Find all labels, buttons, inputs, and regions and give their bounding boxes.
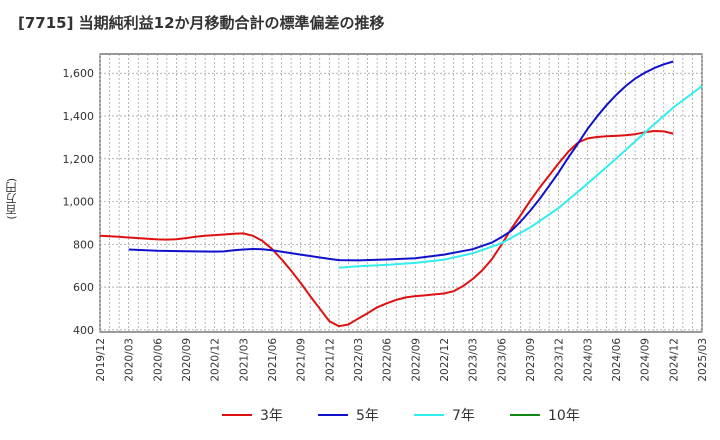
x-tick-label: 2023/03 <box>468 338 480 382</box>
legend: 3年 5年 7年 10年 <box>0 404 720 426</box>
x-tick-label: 2025/03 <box>697 338 709 382</box>
series-line-7年 <box>338 85 703 269</box>
x-tick-label: 2020/06 <box>152 338 164 382</box>
legend-swatch-5y <box>318 414 348 416</box>
y-tick-label: 1,400 <box>63 110 95 123</box>
legend-label-3y: 3年 <box>260 408 283 424</box>
x-tick-label: 2021/03 <box>238 338 250 382</box>
chart-title: [7715] 当期純利益12か月移動合計の標準偏差の推移 <box>18 14 385 32</box>
series-line-5年 <box>128 60 674 262</box>
legend-item-5y: 5年 <box>318 404 379 426</box>
legend-label-5y: 5年 <box>356 408 379 424</box>
y-tick-labels: 400 600 800 1,000 1,200 1,400 1,600 <box>63 67 95 337</box>
x-tick-label: 2021/12 <box>324 338 336 382</box>
y-tick-label: 1,000 <box>63 196 95 209</box>
x-tick-label: 2020/03 <box>124 338 136 382</box>
legend-swatch-7y <box>414 414 444 416</box>
y-gridlines <box>100 72 702 331</box>
legend-swatch-3y <box>222 414 252 416</box>
legend-item-3y: 3年 <box>222 404 283 426</box>
y-tick-label: 800 <box>73 238 94 251</box>
x-tick-label: 2022/12 <box>439 338 451 382</box>
legend-swatch-10y <box>510 414 540 416</box>
y-tick-label: 1,600 <box>63 67 95 80</box>
legend-label-7y: 7年 <box>452 408 475 424</box>
plot-area <box>99 53 703 333</box>
y-tick-label: 600 <box>73 281 94 294</box>
x-tick-label: 2022/03 <box>353 338 365 382</box>
y-tick-label: 1,200 <box>63 153 95 166</box>
x-tick-label: 2023/06 <box>496 338 508 382</box>
x-tick-label: 2024/06 <box>611 338 623 382</box>
x-tick-label: 2021/09 <box>296 338 308 382</box>
x-tick-label: 2019/12 <box>95 338 107 382</box>
x-tick-labels: 2019/12 2020/03 2020/06 2020/09 2020/12 2021/… <box>95 338 709 382</box>
x-tick-label: 2024/03 <box>582 338 594 382</box>
x-tick-label: 2021/06 <box>267 338 279 382</box>
x-tick-label: 2024/12 <box>668 338 680 382</box>
x-tick-label: 2020/09 <box>181 338 193 382</box>
x-tick-label: 2023/09 <box>525 338 537 382</box>
y-tick-label: 400 <box>73 324 94 337</box>
x-tick-label: 2024/09 <box>640 338 652 382</box>
x-tick-label: 2022/06 <box>382 338 394 382</box>
x-tick-label: 2023/12 <box>554 338 566 382</box>
series-lines <box>99 60 703 328</box>
legend-item-10y: 10年 <box>510 404 580 426</box>
legend-label-10y: 10年 <box>548 408 580 424</box>
x-tick-label: 2020/12 <box>210 338 222 382</box>
legend-item-7y: 7年 <box>414 404 475 426</box>
x-tick-label: 2022/09 <box>410 338 422 382</box>
